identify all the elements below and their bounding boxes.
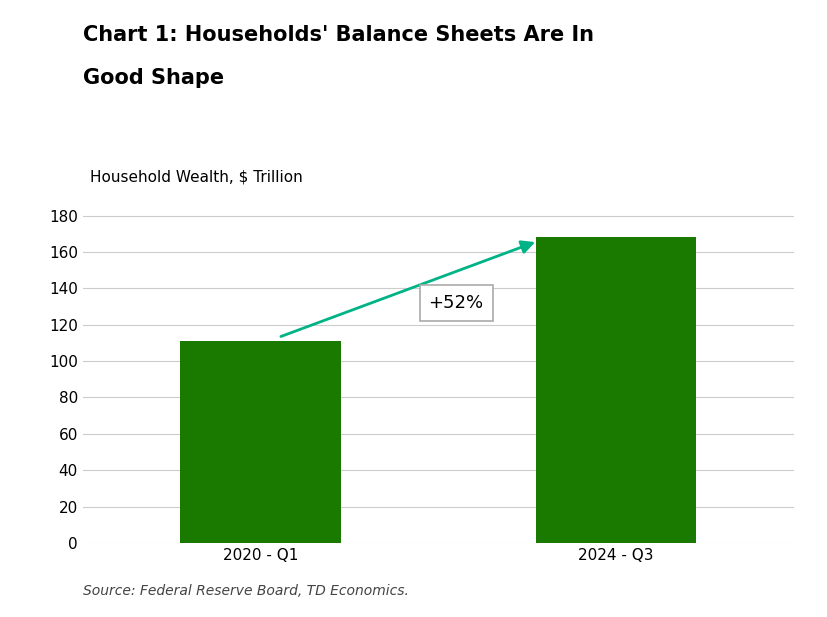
Bar bbox=[180, 341, 341, 543]
Text: Household Wealth, $ Trillion: Household Wealth, $ Trillion bbox=[90, 170, 303, 184]
Text: +52%: +52% bbox=[428, 294, 484, 312]
Text: Chart 1: Households' Balance Sheets Are In: Chart 1: Households' Balance Sheets Are … bbox=[83, 25, 594, 44]
Text: Source: Federal Reserve Board, TD Economics.: Source: Federal Reserve Board, TD Econom… bbox=[83, 584, 409, 598]
Bar bbox=[536, 238, 696, 543]
Text: Good Shape: Good Shape bbox=[83, 68, 224, 88]
